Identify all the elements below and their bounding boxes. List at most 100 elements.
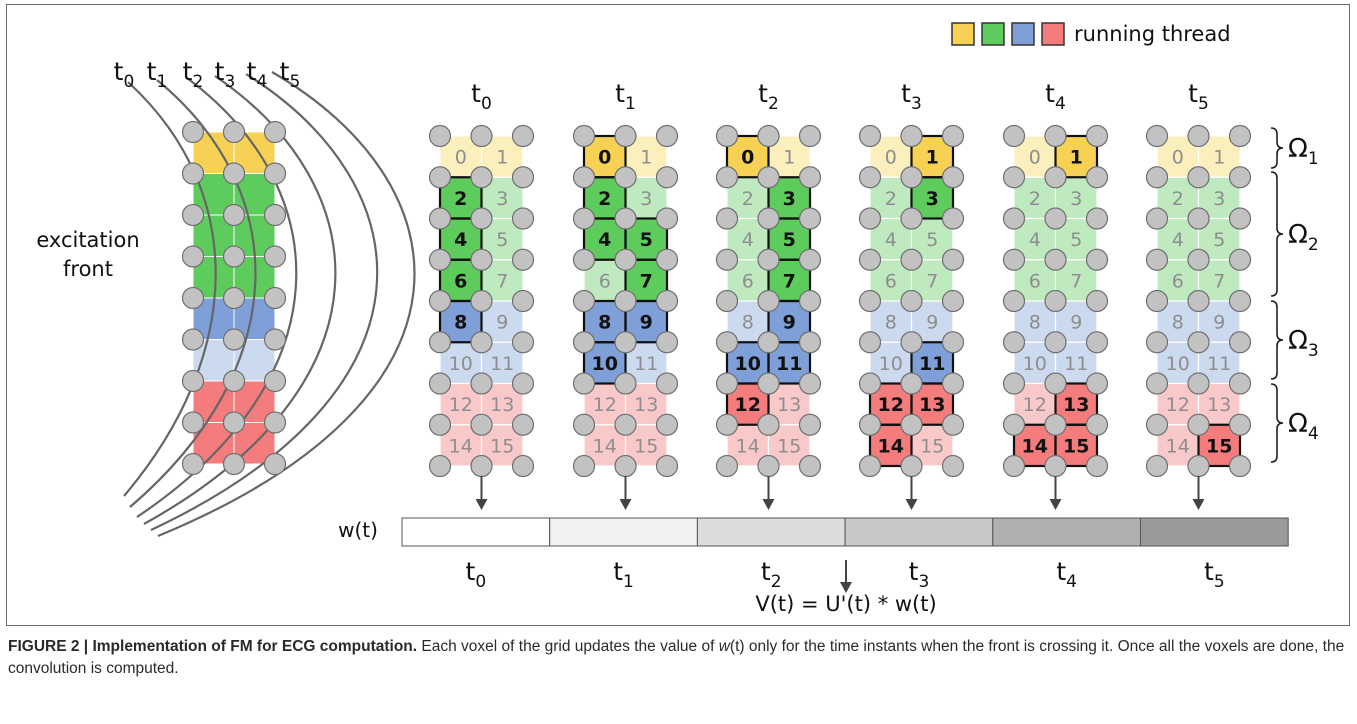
left-grid-node	[181, 411, 205, 434]
grid-node	[757, 372, 780, 395]
grid-node	[900, 207, 923, 230]
grid-node	[941, 289, 965, 313]
grid-node	[1085, 413, 1109, 436]
grid-node	[1145, 331, 1169, 354]
caption-label: FIGURE 2 |	[8, 638, 89, 655]
grid-node	[1002, 207, 1026, 230]
voxel-number: 7	[640, 270, 653, 292]
w-bar-time-label: t4	[1056, 557, 1077, 592]
down-arrow-head	[762, 499, 775, 510]
grid-node	[470, 289, 493, 313]
grid-node	[1002, 124, 1026, 148]
grid-node	[1002, 289, 1026, 313]
time-step-label: t0	[471, 79, 492, 114]
left-grid-node	[263, 245, 287, 268]
grid-node	[1085, 331, 1109, 354]
grid-node	[1085, 289, 1109, 313]
voxel-number: 1	[496, 147, 508, 169]
voxel-number: 11	[490, 353, 514, 375]
grid-node	[900, 289, 923, 313]
grid-node	[798, 166, 822, 189]
left-grid-node	[181, 452, 205, 476]
grid-node	[757, 413, 780, 436]
grid-node	[428, 124, 452, 148]
voxel-number: 2	[454, 188, 467, 210]
grid-node	[655, 207, 679, 230]
active-voxel-border	[725, 382, 770, 426]
grid-node	[858, 454, 882, 478]
voxel-number: 8	[885, 312, 897, 334]
voxel-number: 3	[640, 188, 652, 210]
grid-node	[858, 207, 882, 230]
grid-node	[858, 248, 882, 271]
voxel-number: 10	[879, 353, 903, 375]
grid-node	[655, 331, 679, 354]
time-step-label: t4	[1045, 79, 1066, 114]
voxel-number: 1	[1070, 147, 1083, 169]
voxel-number: 12	[593, 394, 617, 416]
w-bar-time-label: t1	[613, 557, 634, 592]
voxel-number: 4	[1029, 229, 1041, 251]
active-voxel-border	[1054, 134, 1099, 179]
grid-node	[941, 372, 965, 395]
grid-node	[1187, 124, 1210, 148]
down-arrow-head	[619, 499, 632, 510]
excitation-front-panel: t0 t1 t2 t3 t4 t5 excitation front	[36, 57, 416, 538]
w-bar-segment	[1140, 517, 1289, 547]
left-grid-node	[263, 411, 287, 434]
grid-node	[1145, 372, 1169, 395]
grid-node	[1145, 166, 1169, 189]
grid-node	[614, 248, 637, 271]
left-grid-node	[222, 369, 246, 393]
grid-node	[941, 413, 965, 436]
voxel-number: 15	[1063, 435, 1089, 457]
grid-node	[900, 124, 923, 148]
left-grid-node	[263, 328, 287, 351]
grid-node	[798, 289, 822, 313]
active-voxel-border	[624, 299, 669, 344]
voxel-number: 2	[598, 188, 611, 210]
caption-variable-arg: (t)	[729, 638, 745, 655]
w-bar-time-label: t3	[909, 557, 930, 592]
grid-node	[572, 124, 596, 148]
grid-node	[1002, 248, 1026, 271]
voxel-number: 1	[1213, 147, 1225, 169]
grid-node	[858, 372, 882, 395]
left-grid-node	[222, 245, 246, 268]
grid-node	[941, 454, 965, 478]
voxel-number: 11	[1207, 353, 1231, 375]
left-grid-nodes	[181, 120, 287, 476]
voxel-number: 4	[454, 229, 467, 251]
grid-node	[858, 289, 882, 313]
grid-node	[572, 166, 596, 189]
voxel-number: 4	[1172, 229, 1184, 251]
left-grid-node	[222, 328, 246, 351]
left-grid-node	[181, 286, 205, 310]
grid-node	[715, 331, 739, 354]
voxel-number: 14	[1022, 435, 1048, 457]
voxel-number: 15	[777, 435, 801, 457]
front-time-label: t0	[114, 57, 135, 92]
grid-node	[1085, 454, 1109, 478]
voxel-number: 13	[634, 394, 658, 416]
figure-caption: FIGURE 2 | Implementation of FM for ECG …	[8, 636, 1348, 680]
grid-node	[941, 207, 965, 230]
active-voxel-border	[582, 341, 627, 385]
voxel-number: 9	[496, 312, 508, 334]
voxel-number: 5	[1213, 229, 1225, 251]
grid-node	[1044, 248, 1067, 271]
grid-node	[757, 331, 780, 354]
left-grid-node	[181, 369, 205, 393]
w-bar-segment	[549, 517, 698, 547]
left-grid-node	[222, 286, 246, 310]
caption-variable: w	[718, 638, 730, 655]
grid-node	[1145, 124, 1169, 148]
grid-node	[1228, 372, 1252, 395]
grid-node	[1228, 289, 1252, 313]
voxel-number: 12	[1023, 394, 1047, 416]
grid-node	[858, 166, 882, 189]
voxel-number: 12	[735, 394, 761, 416]
